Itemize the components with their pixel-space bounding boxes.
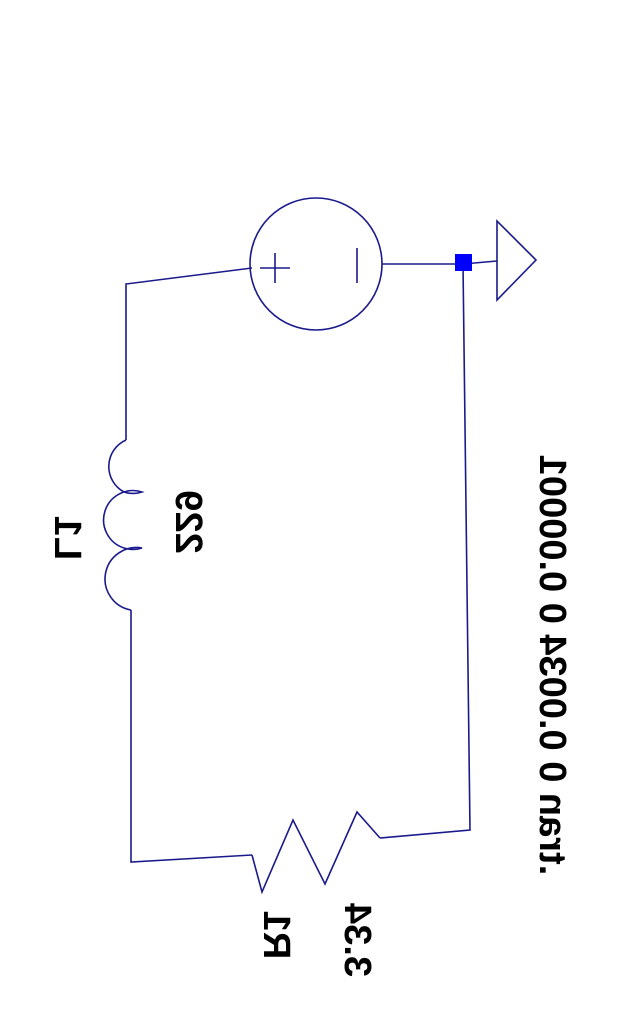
resistor-zigzag: [251, 810, 381, 895]
wire-left-lower: [130, 610, 253, 863]
ground-triangle-icon[interactable]: [496, 219, 538, 302]
resistor-name-label: R1: [255, 911, 297, 960]
wire-top-left: [125, 267, 253, 440]
voltage-source[interactable]: [249, 197, 383, 331]
junction-node[interactable]: [455, 254, 472, 271]
inductor-name-label: L1: [46, 516, 88, 560]
resistor-value-label: 3.34: [336, 903, 378, 977]
inductor-l1[interactable]: [102, 439, 145, 611]
wire-right: [379, 263, 471, 839]
plus-icon: [260, 253, 290, 283]
simulation-directive: .tran 0 0.0034 0 0.00001: [531, 455, 573, 875]
voltage-source-circle: [249, 197, 383, 331]
inductor-coil: [102, 439, 145, 611]
resistor-r1[interactable]: [251, 810, 381, 895]
wires: [125, 260, 498, 863]
inductor-value-label: 229: [167, 490, 209, 553]
